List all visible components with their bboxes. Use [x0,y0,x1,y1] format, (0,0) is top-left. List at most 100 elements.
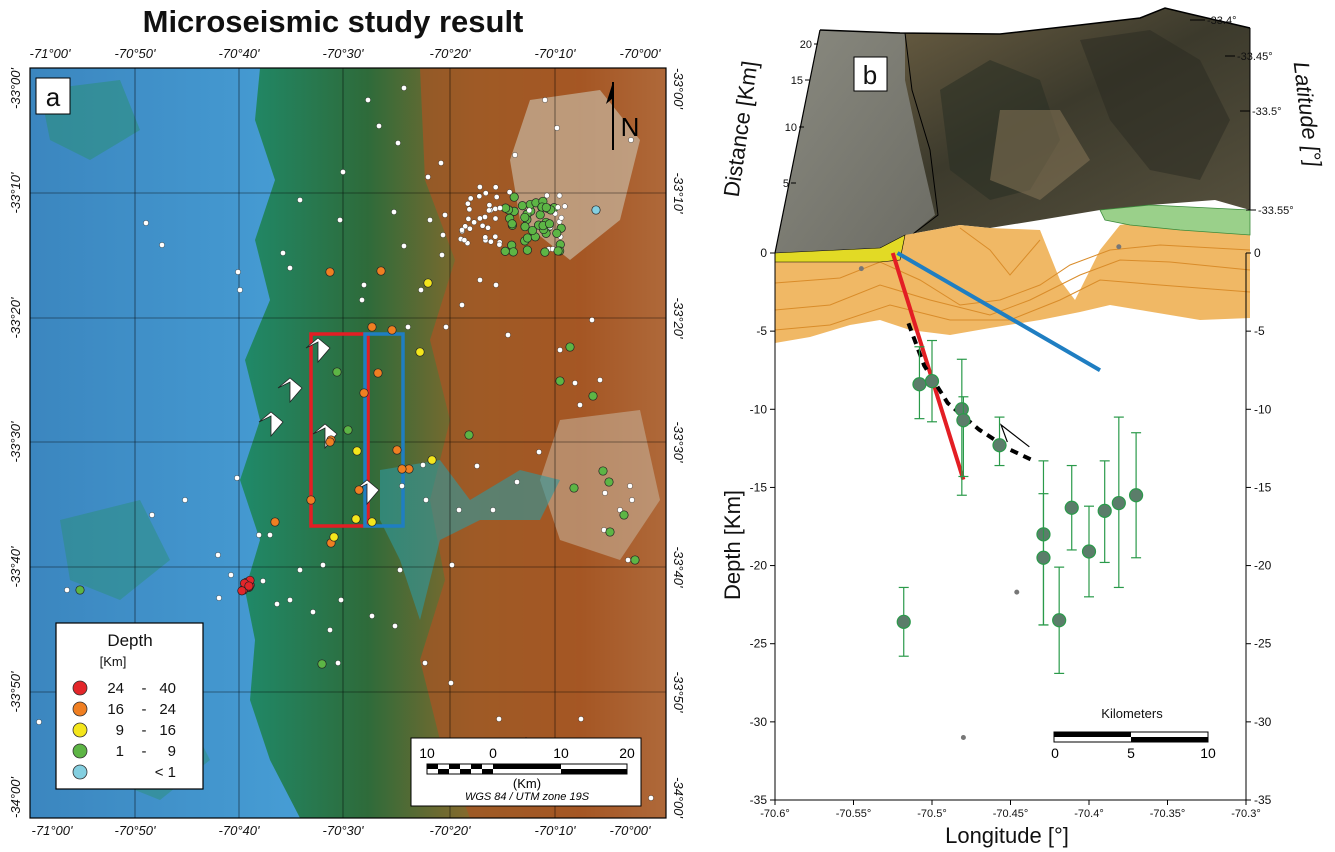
seismic-event [535,210,545,220]
lon-tick: -70°50' [115,46,156,61]
latitude-ticks: -33.4° -33.45° -33.5° -33.55° [1190,15,1294,217]
seismic-event [337,217,343,223]
seismic-event [306,495,316,505]
y-tick-label-right: -30 [1254,715,1272,729]
distance-ticks: 20 15 10 5 [783,39,818,190]
seismic-event [569,483,579,493]
chart-axes: 0 0-5 -5-10 -10-15 -15-20 -20-25 -25-30 -30-35-… [750,246,1272,820]
lon-tick: -70°30' [323,46,364,61]
seismic-event [459,302,465,308]
x-tick-label: -70.55° [836,808,872,820]
seismic-event [335,660,341,666]
legend-range-high: 40 [159,680,176,697]
seismic-event [578,716,584,722]
y-tick-label-right: 0 [1254,246,1261,260]
green-layers [1099,204,1251,236]
scale-unit: (Km) [513,776,541,791]
seismic-event [536,449,542,455]
dist-tick: 20 [800,39,812,51]
legend-dash: - [142,722,147,739]
north-arrow-icon: N [606,82,639,150]
seismic-event [508,247,518,257]
seismic-event [554,125,560,131]
seismic-event [605,527,615,537]
event-point [1064,500,1079,515]
seismic-event [479,222,486,229]
lat-tick: -33°30' [671,422,686,463]
seismic-event [557,347,563,353]
fault-blue [896,251,1101,372]
seismic-event [522,233,533,243]
seismic-event [373,368,383,378]
y-tick-label: -30 [750,715,768,729]
latitude-title: Latitude [°] [1289,60,1327,169]
seismic-event [555,204,561,211]
seismic-event [391,209,397,215]
seismic-event [237,287,243,293]
seismic-event [287,597,293,603]
seismic-event [75,585,85,595]
seismic-event [619,510,629,520]
seismic-event [505,332,511,338]
lat-ticks-right: -33°00' -33°10' -33°20' -33°30' -33°40' … [671,68,686,819]
lat-tick: -34°00' [671,777,686,818]
seismic-event [274,601,280,607]
seismic-event [343,425,353,435]
north-label: N [621,112,640,142]
seismic-event [376,123,382,129]
dist-tick: 5 [783,178,789,190]
lon-tick: -70°10' [535,46,576,61]
lat-tick: -33°20' [671,298,686,339]
seismic-event [486,202,493,208]
minor-event-point [1014,589,1020,595]
seismic-event [471,219,477,226]
lon-ticks-top: -71°00' -70°50' -70°40' -70°30' -70°20' … [30,46,661,61]
seismic-event [395,140,401,146]
seismic-event [149,512,155,518]
panel-a-label: a [46,82,61,112]
seismic-event [354,485,364,495]
seismic-event [405,324,411,330]
seismic-event [522,245,532,255]
seismic-event [392,445,402,455]
lat-tick: -33°40' [671,547,686,588]
seismic-event [527,225,537,236]
seismic-event [461,237,468,243]
seismic-event [418,287,424,293]
seismic-event [449,562,455,568]
seismic-event [598,466,608,476]
seismic-event [392,623,398,629]
seismic-event [558,214,565,221]
seismic-event [397,464,407,474]
lon-tick: -70°20' [430,823,471,838]
seismic-event [401,243,407,249]
seismic-event [361,282,367,288]
seismic-event [427,455,437,465]
scale-tick: 20 [619,745,635,761]
legend-dash: - [142,743,147,760]
seismic-event [216,595,222,601]
seismic-event [562,203,568,210]
legend-unit: [Km] [100,654,127,669]
seismic-event [297,567,303,573]
seismic-event [541,202,551,213]
lat-tick-b: -33.45° [1237,51,1273,63]
seismic-event [591,205,601,215]
minor-event-point [960,734,966,740]
seismic-event [552,228,562,238]
seismic-event [280,250,286,256]
seismic-event [340,169,346,175]
slip-arrow-icon [999,423,1030,448]
seismic-event [325,437,335,447]
lon-tick: -70°40' [219,823,260,838]
event-point [1111,495,1126,511]
legend-title: Depth [107,631,152,650]
seismic-event [143,220,149,226]
fault-lines [890,251,1101,481]
y-tick-label: 0 [760,246,767,260]
lat-tick: -33°10' [671,173,686,214]
seismic-event [625,557,631,563]
y-tick-label-right: -15 [1254,480,1272,494]
seismic-event [369,613,375,619]
